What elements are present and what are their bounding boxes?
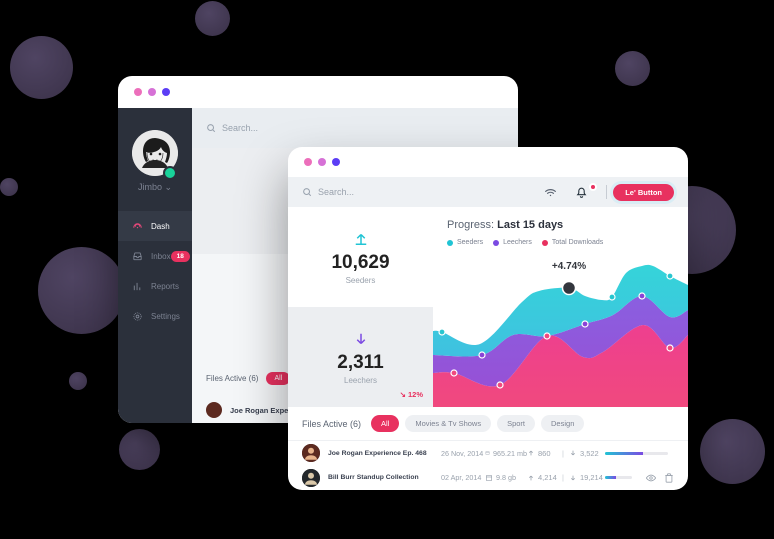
svg-text:+4.74%: +4.74% [552,261,586,272]
